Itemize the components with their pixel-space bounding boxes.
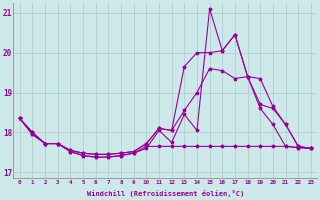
X-axis label: Windchill (Refroidissement éolien,°C): Windchill (Refroidissement éolien,°C) <box>87 190 244 197</box>
